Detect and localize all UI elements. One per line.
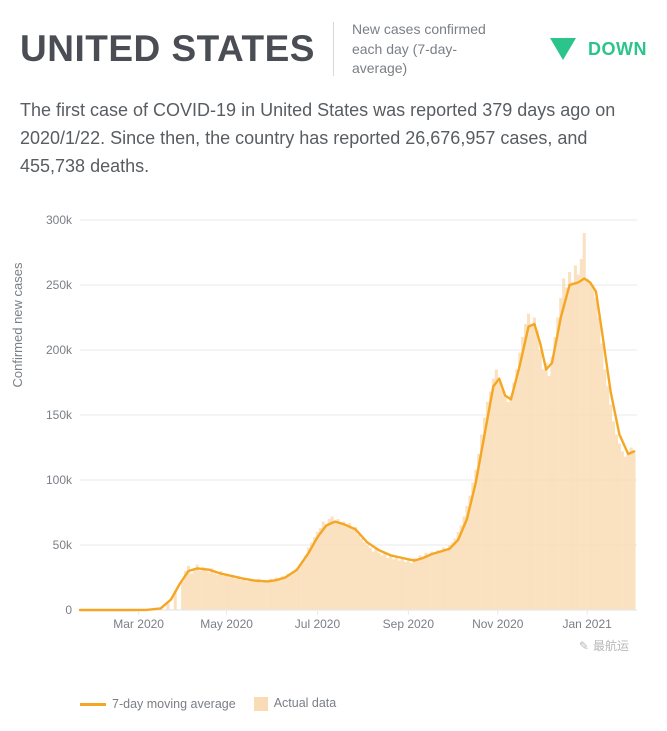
trend-indicator: DOWN — [548, 36, 647, 62]
watermark-icon: ✎ — [579, 639, 589, 653]
trend-down-icon — [548, 36, 578, 62]
legend-area-label: Actual data — [274, 696, 337, 710]
page-title: UNITED STATES — [20, 28, 315, 70]
svg-text:Mar 2020: Mar 2020 — [113, 617, 164, 631]
legend-line-label: 7-day moving average — [112, 697, 236, 711]
svg-text:250k: 250k — [46, 278, 73, 292]
svg-text:100k: 100k — [46, 473, 73, 487]
svg-text:200k: 200k — [46, 343, 73, 357]
description-text: The first case of COVID-19 in United Sta… — [20, 97, 647, 181]
header: UNITED STATES New cases confirmed each d… — [20, 20, 647, 79]
svg-text:Sep 2020: Sep 2020 — [383, 617, 435, 631]
cases-chart: Confirmed new cases 050k100k150k200k250k… — [20, 210, 647, 690]
svg-text:300k: 300k — [46, 213, 73, 227]
trend-label: DOWN — [588, 39, 647, 60]
chart-svg: 0 50k 100k 150k 200k 250k 300k Mar 2020 May 2020… — [20, 210, 647, 640]
svg-text:50k: 50k — [53, 538, 73, 552]
svg-text:Nov 2020: Nov 2020 — [472, 617, 524, 631]
watermark: ✎ 最航运 — [573, 635, 635, 656]
watermark-text: 最航运 — [593, 637, 629, 654]
y-axis-label: Confirmed new cases — [10, 263, 25, 388]
svg-text:May 2020: May 2020 — [200, 617, 253, 631]
legend-line: 7-day moving average — [80, 697, 236, 711]
svg-text:Jan 2021: Jan 2021 — [562, 617, 612, 631]
svg-text:Jul 2020: Jul 2020 — [295, 617, 341, 631]
legend-area: Actual data — [254, 696, 337, 711]
legend: 7-day moving average Actual data — [20, 696, 647, 711]
divider — [333, 22, 334, 76]
svg-text:0: 0 — [65, 603, 72, 617]
subtitle: New cases confirmed each day (7-day-aver… — [352, 20, 502, 79]
svg-text:150k: 150k — [46, 408, 73, 422]
